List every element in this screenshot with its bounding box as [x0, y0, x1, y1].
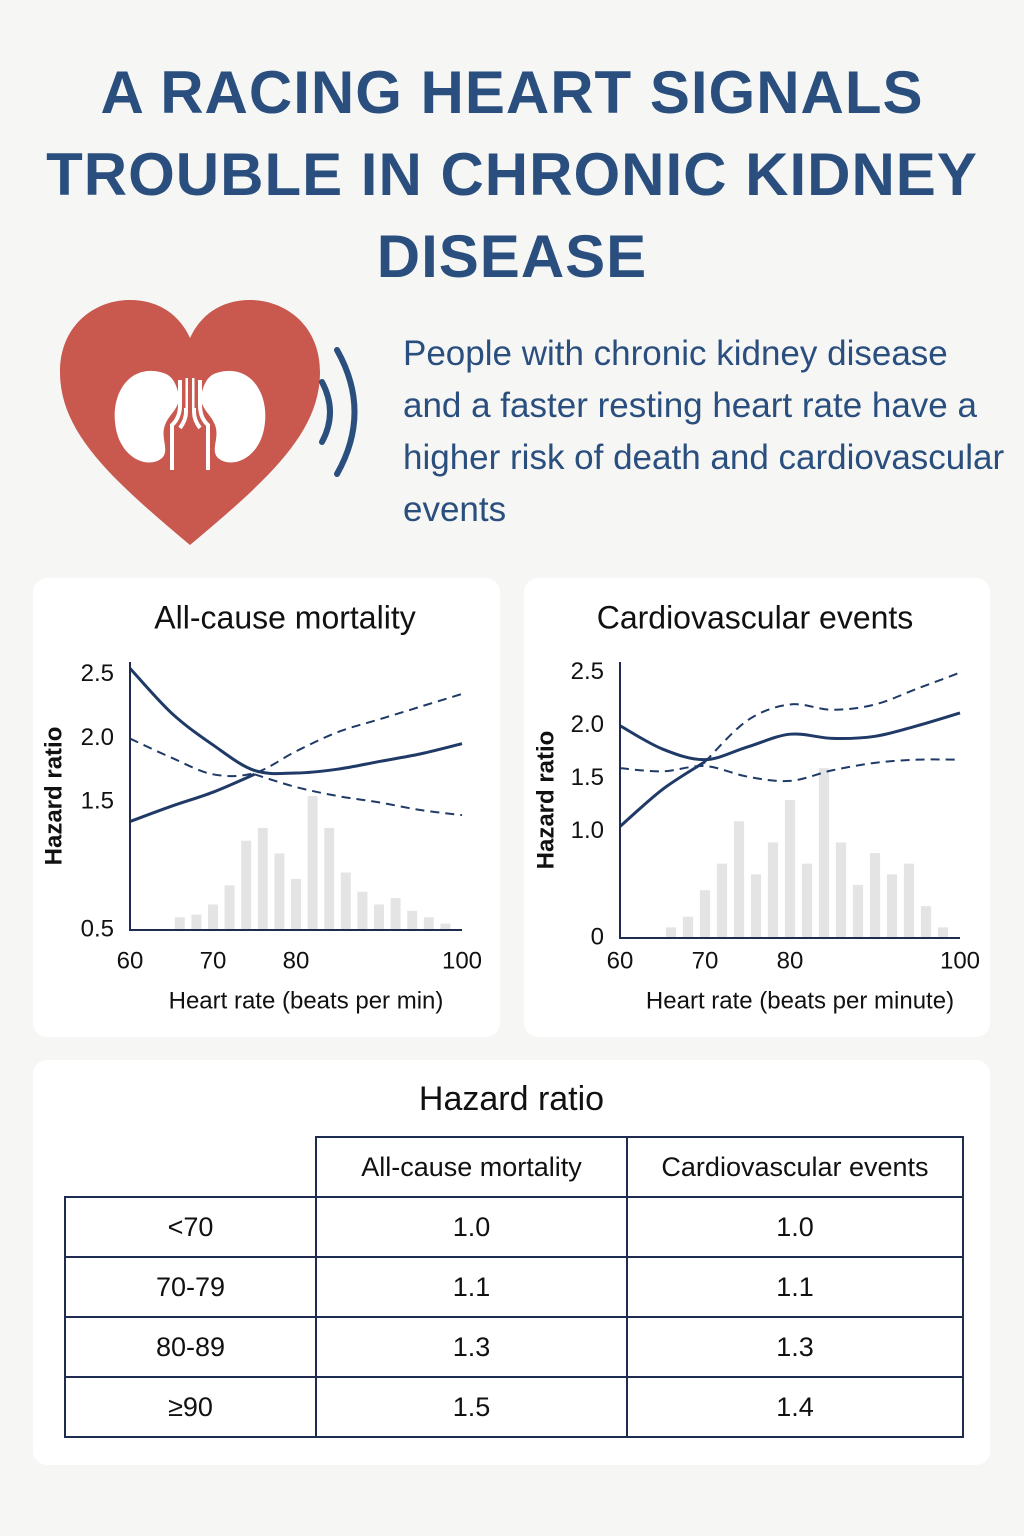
y-tick-label: 0.5: [81, 915, 114, 942]
histogram-bar: [257, 827, 268, 930]
y-tick-label: 1.5: [81, 788, 114, 815]
histogram-bar: [733, 821, 745, 938]
histogram-bar: [374, 904, 384, 930]
cell: ≥90: [64, 1376, 317, 1438]
x-axis-label: Heart rate (beats per min): [169, 987, 444, 1014]
histogram-bar: [274, 853, 285, 930]
estimate-line: [619, 760, 706, 828]
histogram-bar: [801, 863, 813, 938]
x-tick-label: 70: [692, 947, 719, 974]
x-tick-label: 60: [117, 947, 144, 974]
estimate-line: [619, 711, 961, 762]
histogram-bar: [869, 853, 881, 938]
cell: 1.3: [315, 1316, 628, 1378]
cell: 80-89: [64, 1316, 317, 1378]
histogram-bar: [886, 874, 898, 938]
histogram-bar: [716, 863, 728, 938]
histogram-bar: [208, 904, 218, 930]
cell: 1.0: [626, 1196, 964, 1258]
table-title: Hazard ratio: [418, 1080, 605, 1118]
histogram-bar: [174, 917, 185, 930]
y-tick-label: 2.0: [571, 711, 604, 738]
histogram-bar: [390, 898, 401, 930]
y-tick-label: 2.5: [81, 660, 114, 687]
blank-cell: [65, 1137, 316, 1198]
cell: 1.4: [626, 1376, 964, 1438]
histogram-bar: [750, 874, 762, 938]
histogram-bar: [682, 916, 694, 938]
estimate-line: [129, 772, 256, 823]
histogram-bar: [767, 842, 779, 938]
x-tick-label: 100: [940, 947, 980, 974]
histogram-bar: [784, 800, 796, 938]
histogram-bar: [357, 891, 368, 930]
subtitle: People with chronic kidney disease and a…: [403, 334, 1005, 529]
confidence-line: [254, 773, 463, 817]
histogram-bar: [852, 884, 864, 938]
cell: 1.1: [315, 1256, 628, 1318]
title: A RACING HEART SIGNALS TROUBLE IN CHRONI…: [46, 59, 978, 290]
axes: [129, 662, 462, 931]
histogram-bar: [665, 927, 677, 938]
x-axis-label: Heart rate (beats per minute): [646, 987, 954, 1014]
column-header: All-cause mortality: [315, 1136, 628, 1198]
histogram-bar: [224, 885, 235, 930]
x-tick-label: 80: [283, 947, 310, 974]
histogram-bar: [699, 890, 711, 938]
cell: 70-79: [64, 1256, 317, 1318]
histogram-bar: [191, 914, 202, 930]
confidence-line: [619, 758, 961, 783]
histogram-bar: [241, 840, 252, 930]
y-tick-label: 2.5: [571, 658, 604, 685]
table: All-cause mortality Cardiovascular event…: [64, 1136, 964, 1438]
histogram-bar: [903, 863, 915, 938]
y-tick-label: 2.0: [81, 724, 114, 751]
cell: 1.5: [315, 1376, 628, 1438]
x-tick-label: 60: [607, 947, 634, 974]
histogram-bar: [423, 917, 434, 930]
cell: 1.0: [315, 1196, 628, 1258]
histogram-bar: [291, 878, 301, 930]
x-tick-label: 70: [200, 947, 227, 974]
y-axis-label: Hazard ratio: [532, 731, 559, 870]
heart-icon: [60, 300, 320, 545]
chart-title: Cardiovascular events: [597, 599, 914, 635]
y-tick-label: 0: [591, 923, 604, 950]
histogram-bar: [835, 842, 847, 938]
estimate-line: [128, 667, 463, 776]
chart-title: All-cause mortality: [154, 599, 415, 635]
axes: [619, 662, 960, 939]
x-tick-label: 80: [777, 947, 804, 974]
y-axis-label: Hazard ratio: [40, 727, 67, 866]
panel: [524, 578, 990, 1037]
y-tick-label: 1.0: [571, 817, 604, 844]
cell: 1.1: [626, 1256, 964, 1318]
column-header: Cardiovascular events: [626, 1136, 964, 1198]
histogram-bar: [324, 827, 335, 930]
histogram-bar: [937, 927, 949, 938]
table-panel: Hazard ratio All-cause mortality Cardiov…: [33, 1060, 990, 1465]
signal-waves: [319, 347, 358, 477]
histogram-bar: [440, 923, 451, 930]
histogram-bar: [818, 768, 830, 938]
histogram-bar: [920, 906, 932, 938]
cell: <70: [64, 1196, 317, 1258]
histogram-bar: [407, 910, 418, 930]
cell: 1.3: [626, 1316, 964, 1378]
x-tick-label: 100: [442, 947, 482, 974]
histogram-bar: [307, 796, 318, 930]
histogram-bar: [340, 872, 351, 930]
y-tick-label: 1.5: [571, 764, 604, 791]
